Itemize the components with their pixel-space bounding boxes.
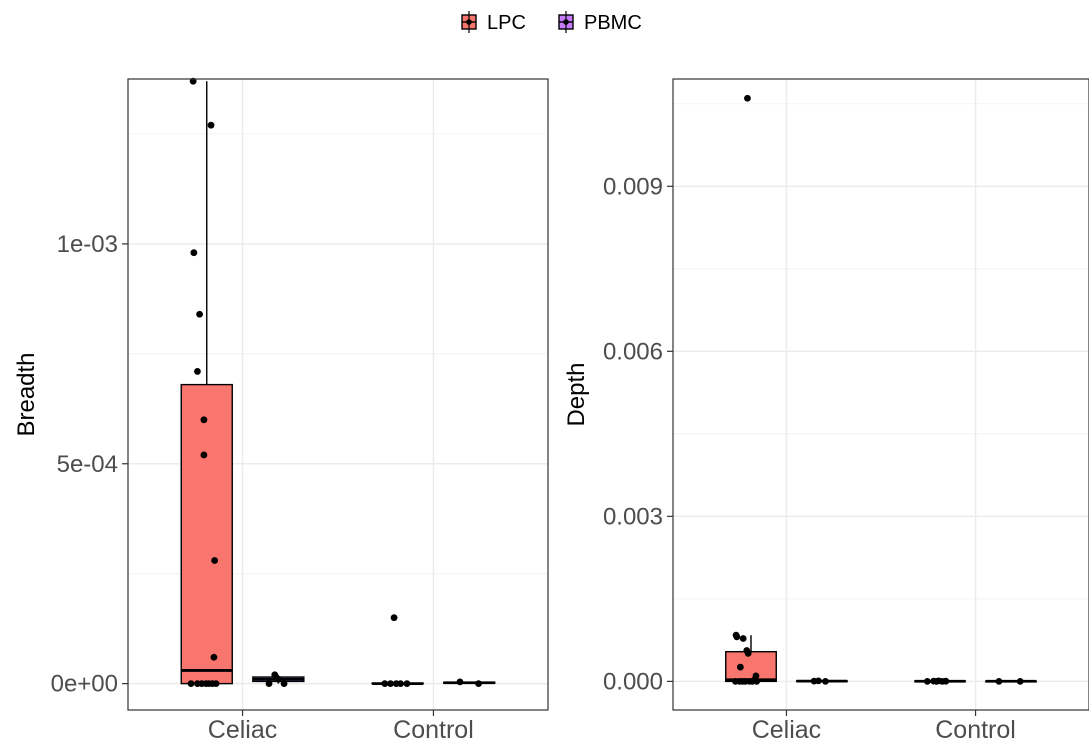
- data-point: [207, 121, 215, 129]
- panel-border: [672, 78, 1089, 711]
- data-point: [280, 680, 288, 688]
- data-point: [744, 649, 752, 657]
- data-point: [753, 677, 761, 685]
- data-point: [736, 663, 744, 671]
- y-tick-label: 0.003: [603, 503, 663, 530]
- x-tick-label-control: Control: [393, 716, 474, 742]
- box-control-pbmc: [985, 679, 1037, 683]
- box-celiac-lpc: [180, 81, 233, 685]
- panel-border: [127, 78, 549, 711]
- data-point: [211, 557, 219, 564]
- data-point: [475, 680, 482, 688]
- data-point: [995, 677, 1003, 685]
- data-point: [212, 680, 220, 688]
- y-tick-label: 5e-04: [57, 451, 118, 478]
- legend-key-lpc: [461, 11, 477, 33]
- data-point: [822, 677, 829, 685]
- data-point: [265, 680, 273, 688]
- data-point: [923, 677, 931, 685]
- data-point: [744, 94, 751, 102]
- data-point: [194, 368, 201, 375]
- box-celiac-lpc: [725, 635, 777, 683]
- panel-background: [673, 79, 1089, 710]
- data-point: [814, 677, 822, 685]
- x-tick-label-celiac: Celiac: [208, 716, 277, 742]
- depth-panel: 0.000 0.003 0.006 0.009 Celiac Control Depth: [563, 78, 1089, 742]
- data-point: [190, 249, 198, 257]
- box-celiac-pbmc: [795, 679, 848, 683]
- y-axis-title: Depth: [563, 362, 590, 426]
- y-tick-label: 0.009: [603, 173, 663, 200]
- data-point: [733, 633, 741, 641]
- legend-key-pbmc: [558, 11, 574, 33]
- data-point: [210, 653, 218, 661]
- box-body: [180, 383, 233, 685]
- data-point: [200, 416, 208, 424]
- y-tick-label: 0.006: [603, 338, 663, 365]
- breadth-panel: 0e+00 5e-04 1e-03 Celiac Control Breadth: [13, 77, 549, 742]
- data-point: [1016, 677, 1024, 685]
- box-body: [725, 650, 777, 683]
- x-tick-label-celiac: Celiac: [752, 716, 821, 742]
- data-point: [387, 680, 394, 688]
- y-tick-label: 1e-03: [57, 231, 118, 258]
- data-point: [200, 451, 208, 459]
- box-control-pbmc: [443, 681, 496, 685]
- data-point: [397, 680, 404, 688]
- data-point: [739, 635, 747, 642]
- y-tick-label: 0.000: [603, 668, 663, 695]
- data-point: [187, 680, 195, 688]
- data-point: [390, 614, 398, 622]
- legend-label-lpc: LPC: [487, 12, 526, 34]
- legend-label-pbmc: PBMC: [584, 12, 642, 34]
- data-point: [274, 675, 282, 683]
- y-tick-label: 0e+00: [51, 671, 118, 698]
- data-point: [942, 677, 950, 685]
- legend: LPC PBMC: [461, 11, 642, 34]
- data-point: [403, 680, 411, 688]
- y-axis-title: Breadth: [13, 352, 40, 436]
- data-point: [196, 310, 203, 318]
- x-tick-label-control: Control: [935, 716, 1016, 742]
- data-point: [456, 678, 464, 686]
- data-point: [381, 680, 389, 688]
